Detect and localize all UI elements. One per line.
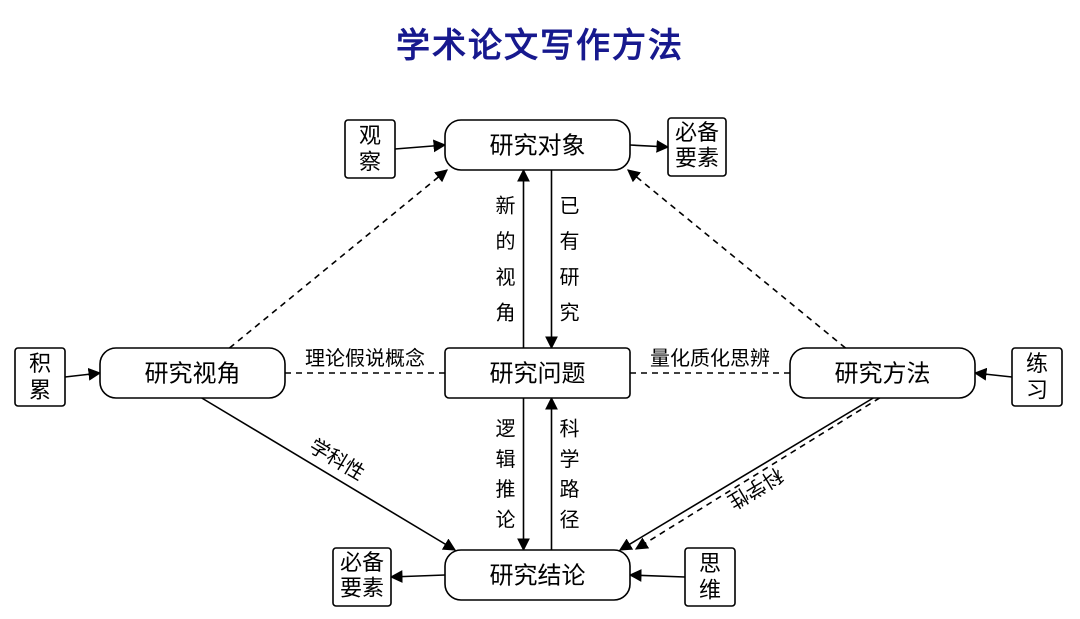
node-obs: 观察: [345, 120, 395, 178]
vertical-edge-label: 科: [560, 417, 580, 440]
node-label: 必备: [675, 120, 719, 145]
node-label: 研究问题: [490, 360, 586, 387]
node-think: 思维: [685, 548, 735, 606]
vertical-edge-label: 究: [560, 301, 580, 324]
vertical-edge-label: 论: [496, 509, 516, 532]
node-label: 习: [1026, 377, 1048, 402]
edge: [65, 373, 100, 377]
node-method: 研究方法: [790, 348, 975, 398]
edge: [391, 575, 445, 577]
vertical-edge-label: 逻: [496, 417, 516, 440]
diagonal-edge-label: 科学性: [723, 463, 786, 514]
node-label: 察: [359, 149, 381, 174]
node-label: 积: [29, 351, 51, 376]
vertical-edge-label: 路: [560, 478, 580, 501]
node-essA: 必备要素: [668, 118, 726, 176]
node-accum: 积累: [15, 348, 65, 406]
node-label: 维: [699, 577, 721, 602]
edge-label: 量化质化思辨: [650, 347, 770, 370]
node-label: 要素: [675, 146, 719, 171]
edge: [630, 145, 668, 147]
edge: [620, 398, 873, 550]
edge-label: 理论假说概念: [305, 346, 425, 370]
vertical-edge-label: 有: [560, 230, 580, 253]
vertical-edge-label: 角: [496, 301, 516, 324]
vertical-edge-label: 的: [496, 230, 516, 253]
vertical-edge-label: 新: [496, 195, 516, 218]
node-label: 观: [359, 123, 381, 148]
vertical-edge-label: 辑: [496, 448, 516, 471]
node-label: 练: [1026, 351, 1048, 376]
page-title: 学术论文写作方法: [0, 18, 1080, 67]
node-label: 累: [29, 377, 51, 402]
edge: [628, 170, 846, 348]
node-issue: 研究问题: [445, 348, 630, 398]
vertical-edge-label: 学: [560, 448, 580, 471]
flowchart: 观察研究对象必备要素积累研究视角研究问题研究方法练习必备要素研究结论思维 理论假…: [0, 90, 1080, 610]
node-label: 研究视角: [145, 360, 241, 387]
edge: [202, 398, 455, 550]
vertical-edge-label: 已: [560, 196, 580, 218]
edge: [230, 170, 448, 348]
node-label: 要素: [340, 576, 384, 601]
flowchart-svg: 观察研究对象必备要素积累研究视角研究问题研究方法练习必备要素研究结论思维 理论假…: [0, 90, 1080, 610]
node-prac: 练习: [1012, 348, 1062, 406]
vertical-edge-label: 视: [496, 266, 516, 289]
vertical-edge-label: 研: [560, 267, 580, 289]
vertical-edge-label: 径: [560, 509, 580, 532]
node-view: 研究视角: [100, 348, 285, 398]
node-label: 思: [699, 551, 721, 576]
edge: [975, 373, 1012, 377]
edge: [395, 145, 445, 149]
node-label: 必备: [340, 550, 384, 575]
node-essB: 必备要素: [333, 548, 391, 606]
node-concl: 研究结论: [445, 550, 630, 600]
diagonal-edge-label: 学科性: [305, 435, 368, 486]
node-label: 研究方法: [835, 360, 931, 387]
node-label: 研究对象: [490, 132, 586, 159]
node-subject: 研究对象: [445, 120, 630, 170]
vertical-edge-label: 推: [496, 478, 516, 501]
node-label: 研究结论: [490, 562, 586, 589]
edge: [630, 575, 685, 577]
